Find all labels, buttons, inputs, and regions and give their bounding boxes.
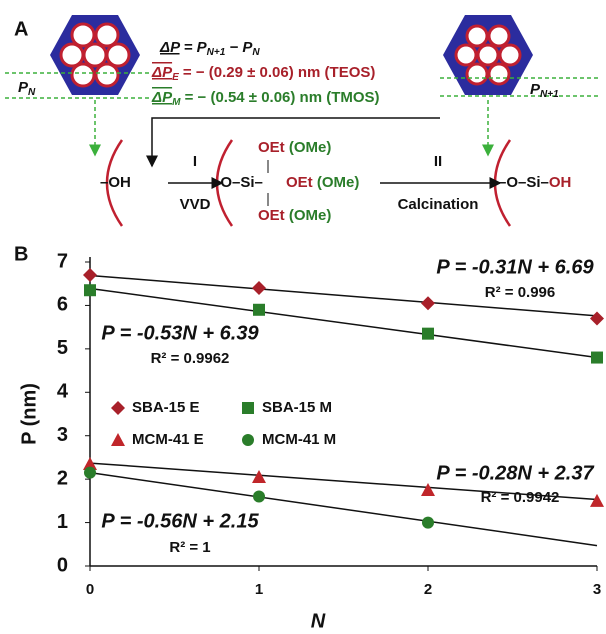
oh: –OH	[100, 174, 131, 191]
marker	[253, 491, 265, 503]
t: ΔP	[151, 64, 173, 81]
figure: A PN PN+1 ΔP = PN+1 − PN ΔPE = − (0.29 ±…	[0, 0, 606, 634]
fit-r2: R² = 0.996	[485, 284, 555, 301]
t: OEt	[258, 207, 285, 224]
step1: I	[193, 153, 197, 170]
fit-r2: R² = 0.9962	[151, 350, 230, 367]
panel-b: B N P (nm) 0 1 2 3 4 5 6 7 0 1 2 3 P = -0.31N + 6.69…	[14, 243, 604, 632]
fit-equation: P = -0.31N + 6.69	[436, 256, 594, 278]
fit-equation: P = -0.56N + 2.15	[101, 510, 259, 532]
oet-mid: OEt (OMe)	[286, 174, 359, 191]
t: OH	[108, 174, 131, 191]
oet-top: OEt (OMe)	[258, 139, 331, 156]
y-tick-label: 7	[57, 250, 68, 272]
marker	[83, 268, 97, 282]
step2: II	[434, 153, 442, 170]
marker	[421, 296, 435, 310]
x-tick-label: 3	[593, 581, 601, 598]
t: N+1	[207, 47, 226, 58]
sub: N+1	[540, 89, 559, 100]
panel-label: B	[14, 243, 28, 265]
marker	[590, 494, 604, 507]
t: O	[220, 174, 232, 191]
marker	[252, 470, 266, 483]
o-si: –O–Si–	[212, 174, 263, 191]
x-axis-label: N	[311, 610, 326, 632]
t: = − (0.29 ± 0.06) nm (TEOS)	[179, 64, 376, 81]
marker	[590, 311, 604, 325]
marker	[84, 284, 96, 296]
product: –O–Si–OH	[498, 174, 571, 191]
pore-hexagon-right	[443, 15, 533, 95]
t: ΔP	[151, 89, 173, 106]
fit-r2: R² = 0.9942	[481, 489, 560, 506]
y-tick-label: 4	[57, 381, 69, 403]
t: O	[506, 174, 518, 191]
x-tick-label: 0	[86, 581, 94, 598]
marker	[84, 467, 96, 479]
y-tick-label: 2	[57, 467, 68, 489]
t: = − (0.54 ± 0.06) nm (TMOS)	[180, 89, 379, 106]
y-tick-label: 6	[57, 294, 68, 316]
fit-equation: P = -0.53N + 6.39	[101, 322, 259, 344]
delta-pm: ΔPM = − (0.54 ± 0.06) nm (TMOS)	[151, 89, 380, 108]
y-tick-label: 0	[57, 554, 68, 576]
legend-label: MCM-41 M	[262, 431, 336, 448]
t: = P	[180, 39, 208, 56]
t: Si	[526, 174, 540, 191]
t: Si	[240, 174, 254, 191]
marker	[421, 483, 435, 496]
y-tick-label: 1	[57, 511, 68, 533]
panel-label: A	[14, 18, 28, 40]
legend-marker	[242, 434, 254, 446]
legend-label: MCM-41 E	[132, 431, 204, 448]
pn1-label: PN+1	[530, 81, 559, 100]
vvd: VVD	[180, 196, 211, 213]
fit-r2: R² = 1	[169, 539, 210, 556]
oet-bot: OEt (OMe)	[258, 207, 331, 224]
pore-hexagon-left	[50, 15, 140, 95]
panel-a: A PN PN+1 ΔP = PN+1 − PN ΔPE = − (0.29 ±…	[5, 15, 600, 226]
legend-label: SBA-15 E	[132, 399, 200, 416]
delta-p: ΔP = PN+1 − PN	[159, 39, 260, 58]
sub: N	[28, 87, 36, 98]
t: OEt	[286, 174, 313, 191]
t: (OMe)	[289, 207, 332, 224]
legend-marker	[242, 402, 254, 414]
t: (OMe)	[289, 139, 332, 156]
marker	[252, 281, 266, 295]
calcination: Calcination	[398, 196, 479, 213]
fit-equation: P = -0.28N + 2.37	[436, 462, 594, 484]
y-tick-label: 5	[57, 337, 68, 359]
t: − P	[225, 39, 253, 56]
t: OH	[549, 174, 572, 191]
marker	[422, 517, 434, 529]
x-tick-label: 1	[255, 581, 263, 598]
delta-pe: ΔPE = − (0.29 ± 0.06) nm (TEOS)	[151, 64, 375, 83]
y-axis-label: P (nm)	[18, 383, 40, 445]
t: N	[252, 47, 260, 58]
pn-label: PN	[18, 79, 36, 98]
x-tick-label: 2	[424, 581, 432, 598]
marker	[422, 328, 434, 340]
y-tick-label: 3	[57, 424, 68, 446]
legend-marker	[111, 401, 125, 415]
legend-marker	[111, 433, 125, 446]
marker	[253, 304, 265, 316]
t: OEt	[258, 139, 285, 156]
t: ΔP	[159, 39, 181, 56]
t: (OMe)	[317, 174, 360, 191]
marker	[591, 352, 603, 364]
legend-label: SBA-15 M	[262, 399, 332, 416]
